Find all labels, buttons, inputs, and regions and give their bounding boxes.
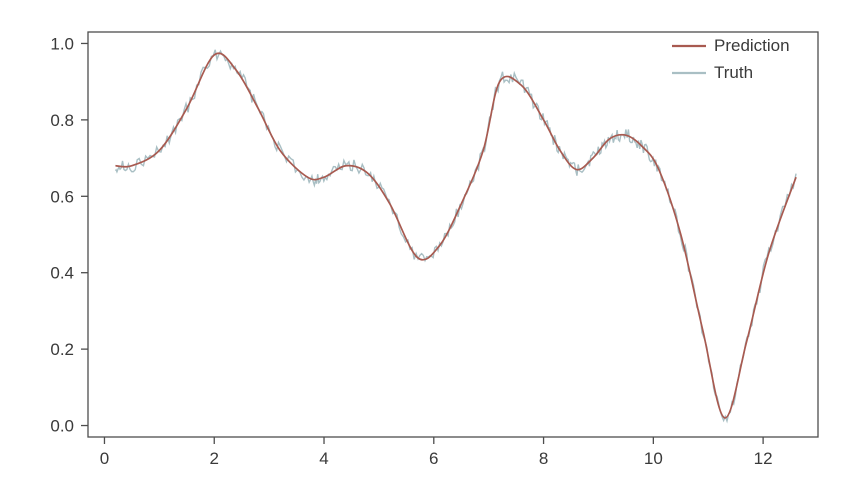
y-tick-label-1: 1.0 [50,34,74,53]
x-tick-label-10: 10 [644,449,663,468]
x-tick-label-6: 6 [429,449,438,468]
x-axis-ticks: 0 2 4 6 8 10 12 [100,437,773,468]
plot-background [88,32,818,437]
y-tick-label-0.2: 0.2 [50,340,74,359]
y-tick-label-0.4: 0.4 [50,264,74,283]
legend-label-prediction: Prediction [714,36,790,55]
y-tick-label-0.8: 0.8 [50,111,74,130]
legend-label-truth: Truth [714,63,753,82]
x-tick-label-4: 4 [319,449,328,468]
x-tick-label-8: 8 [539,449,548,468]
chart-svg: 0.00.20.40.60.81.0 0 2 4 6 8 10 12 Prediction … [0,0,860,491]
y-axis-ticks: 0.0 0.2 0.4 0.6 0.8 1.0 [50,34,88,435]
y-tick-label-0: 0.0 [50,417,74,436]
y-tick-label-0.6: 0.6 [50,187,74,206]
x-tick-label-12: 12 [754,449,773,468]
line-chart-container: 0.0 0.2 0.4 0.6 0.8 1.0 0 2 4 6 8 10 12 Prediction … [0,0,860,491]
x-tick-label-0: 0 [100,449,109,468]
x-tick-label-2: 2 [210,449,219,468]
